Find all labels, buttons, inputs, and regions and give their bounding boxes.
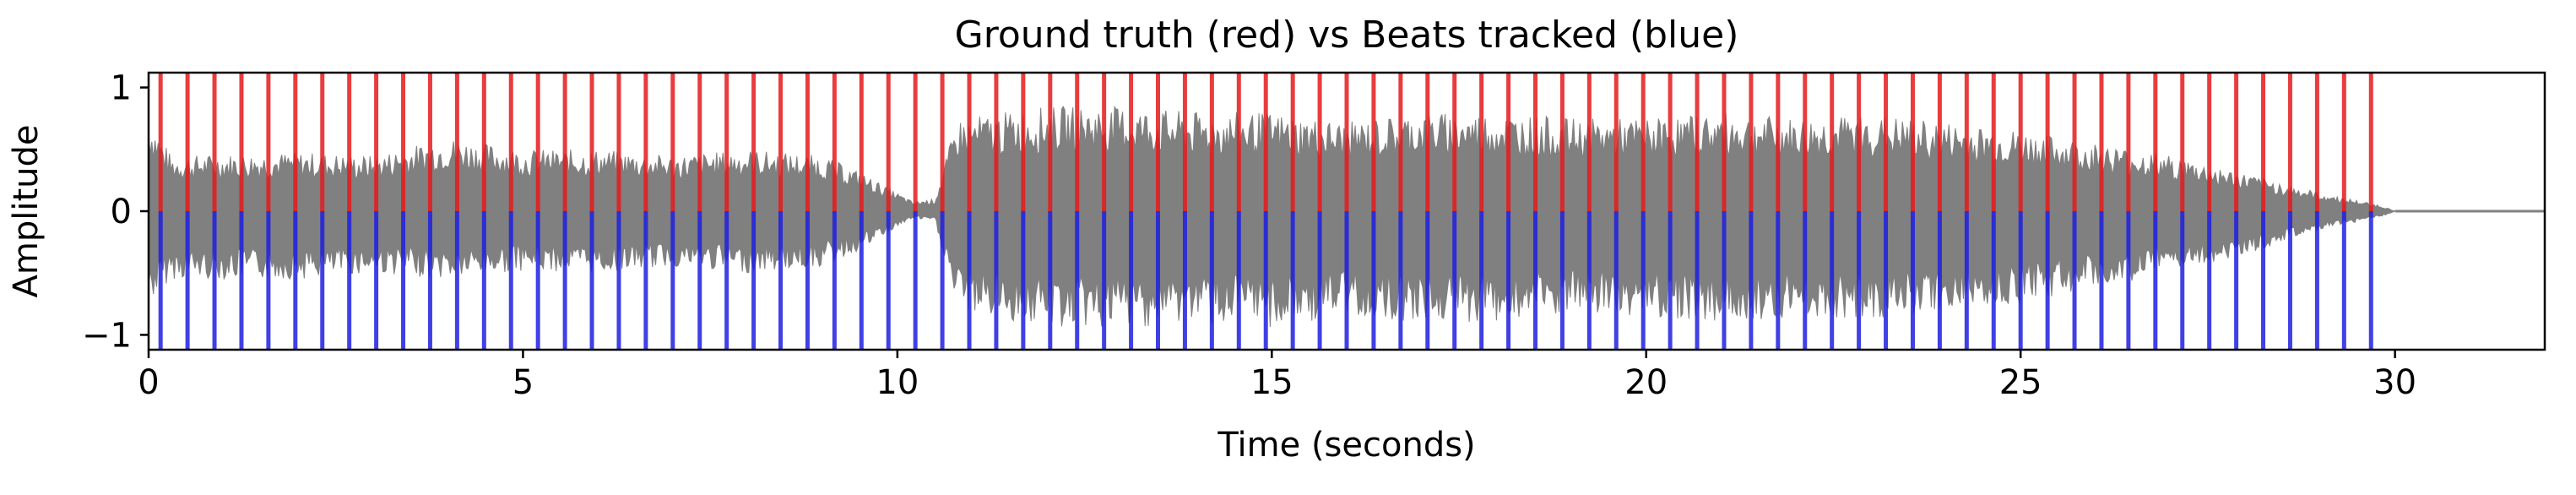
y-tick-label: 1 [111, 69, 132, 108]
y-axis-ticks: −1 0 1 [82, 69, 149, 355]
x-tick-label: 15 [1250, 363, 1293, 402]
x-tick-label: 5 [512, 363, 534, 402]
x-axis-ticks: 0 5 10 15 20 25 30 [138, 350, 2416, 402]
beats-layer [158, 73, 2373, 350]
x-tick-label: 30 [2373, 363, 2416, 402]
x-tick-label: 25 [1999, 363, 2042, 402]
x-tick-label: 0 [138, 363, 159, 402]
y-tick-label: 0 [111, 193, 132, 231]
y-tick-label: −1 [82, 316, 132, 355]
plot-area [147, 71, 2546, 351]
chart-title: Ground truth (red) vs Beats tracked (blu… [955, 14, 1739, 57]
x-tick-label: 20 [1624, 363, 1668, 402]
x-axis-label: Time (seconds) [1217, 426, 1475, 465]
x-tick-label: 10 [876, 363, 919, 402]
y-axis-label: Amplitude [7, 125, 46, 298]
